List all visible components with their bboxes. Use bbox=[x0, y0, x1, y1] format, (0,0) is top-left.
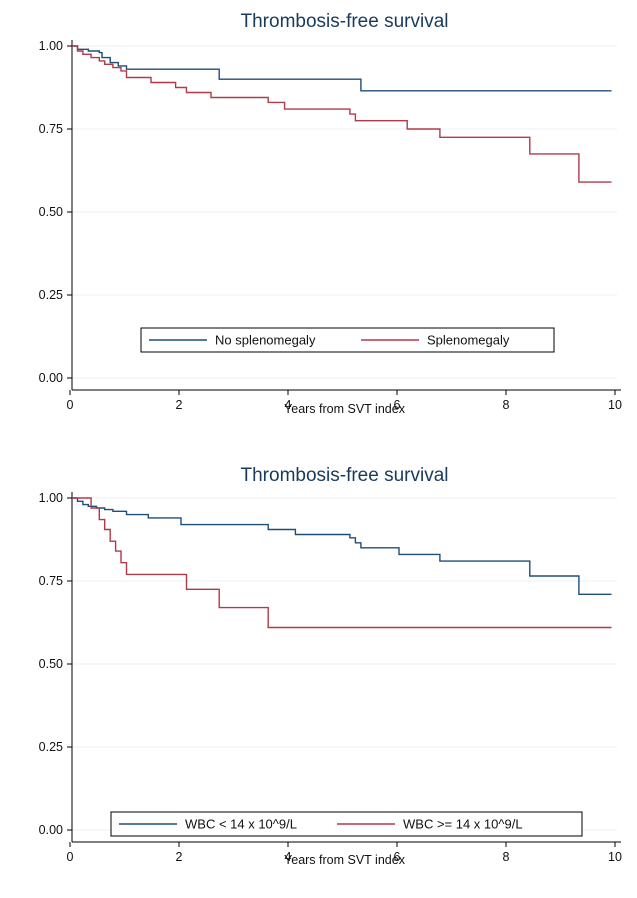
legend-label: WBC < 14 x 10^9/L bbox=[185, 817, 297, 832]
legend-label: No splenomegaly bbox=[215, 333, 316, 348]
y-tick-label: 0.50 bbox=[39, 657, 63, 671]
legend-label: WBC >= 14 x 10^9/L bbox=[403, 817, 523, 832]
y-tick-label: 0.75 bbox=[39, 122, 63, 136]
x-tick-label: 0 bbox=[67, 398, 74, 412]
chart-title: Thrombosis-free survival bbox=[241, 465, 449, 486]
series-line-1 bbox=[72, 45, 612, 92]
x-tick-label: 4 bbox=[285, 398, 292, 412]
x-tick-label: 8 bbox=[503, 398, 510, 412]
x-tick-label: 6 bbox=[394, 398, 401, 412]
y-tick-label: 0.25 bbox=[39, 740, 63, 754]
x-tick-label: 10 bbox=[608, 850, 622, 864]
y-tick-label: 1.00 bbox=[39, 491, 63, 505]
series-line-2 bbox=[72, 497, 612, 629]
y-tick-label: 0.00 bbox=[39, 371, 63, 385]
y-tick-label: 0.00 bbox=[39, 823, 63, 837]
x-tick-label: 4 bbox=[285, 850, 292, 864]
legend-box bbox=[140, 327, 555, 353]
series-line-2 bbox=[72, 45, 612, 183]
x-tick-label: 6 bbox=[394, 850, 401, 864]
x-tick-label: 2 bbox=[176, 398, 183, 412]
x-tick-label: 2 bbox=[176, 850, 183, 864]
chart-panel-2: Thrombosis-free survival 0.00 0.25 0.50 0.75… bbox=[39, 465, 622, 867]
legend-label: Splenomegaly bbox=[427, 333, 510, 348]
chart-panel-1: Thrombosis-free survival 0.00 0.25 0.50 0.75… bbox=[39, 11, 622, 416]
y-tick-label: 0.25 bbox=[39, 288, 63, 302]
chart-title: Thrombosis-free survival bbox=[241, 11, 449, 32]
y-tick-label: 1.00 bbox=[39, 39, 63, 53]
x-axis-label: Years from SVT index bbox=[284, 853, 406, 867]
x-axis-label: Years from SVT index bbox=[284, 402, 406, 416]
legend: WBC < 14 x 10^9/L WBC >= 14 x 10^9/L bbox=[110, 811, 583, 837]
x-tick-label: 10 bbox=[608, 398, 622, 412]
x-tick-label: 8 bbox=[503, 850, 510, 864]
y-tick-label: 0.50 bbox=[39, 205, 63, 219]
x-tick-label: 0 bbox=[67, 850, 74, 864]
series-line-1 bbox=[72, 497, 612, 595]
y-tick-label: 0.75 bbox=[39, 574, 63, 588]
legend: No splenomegaly Splenomegaly bbox=[140, 327, 555, 353]
